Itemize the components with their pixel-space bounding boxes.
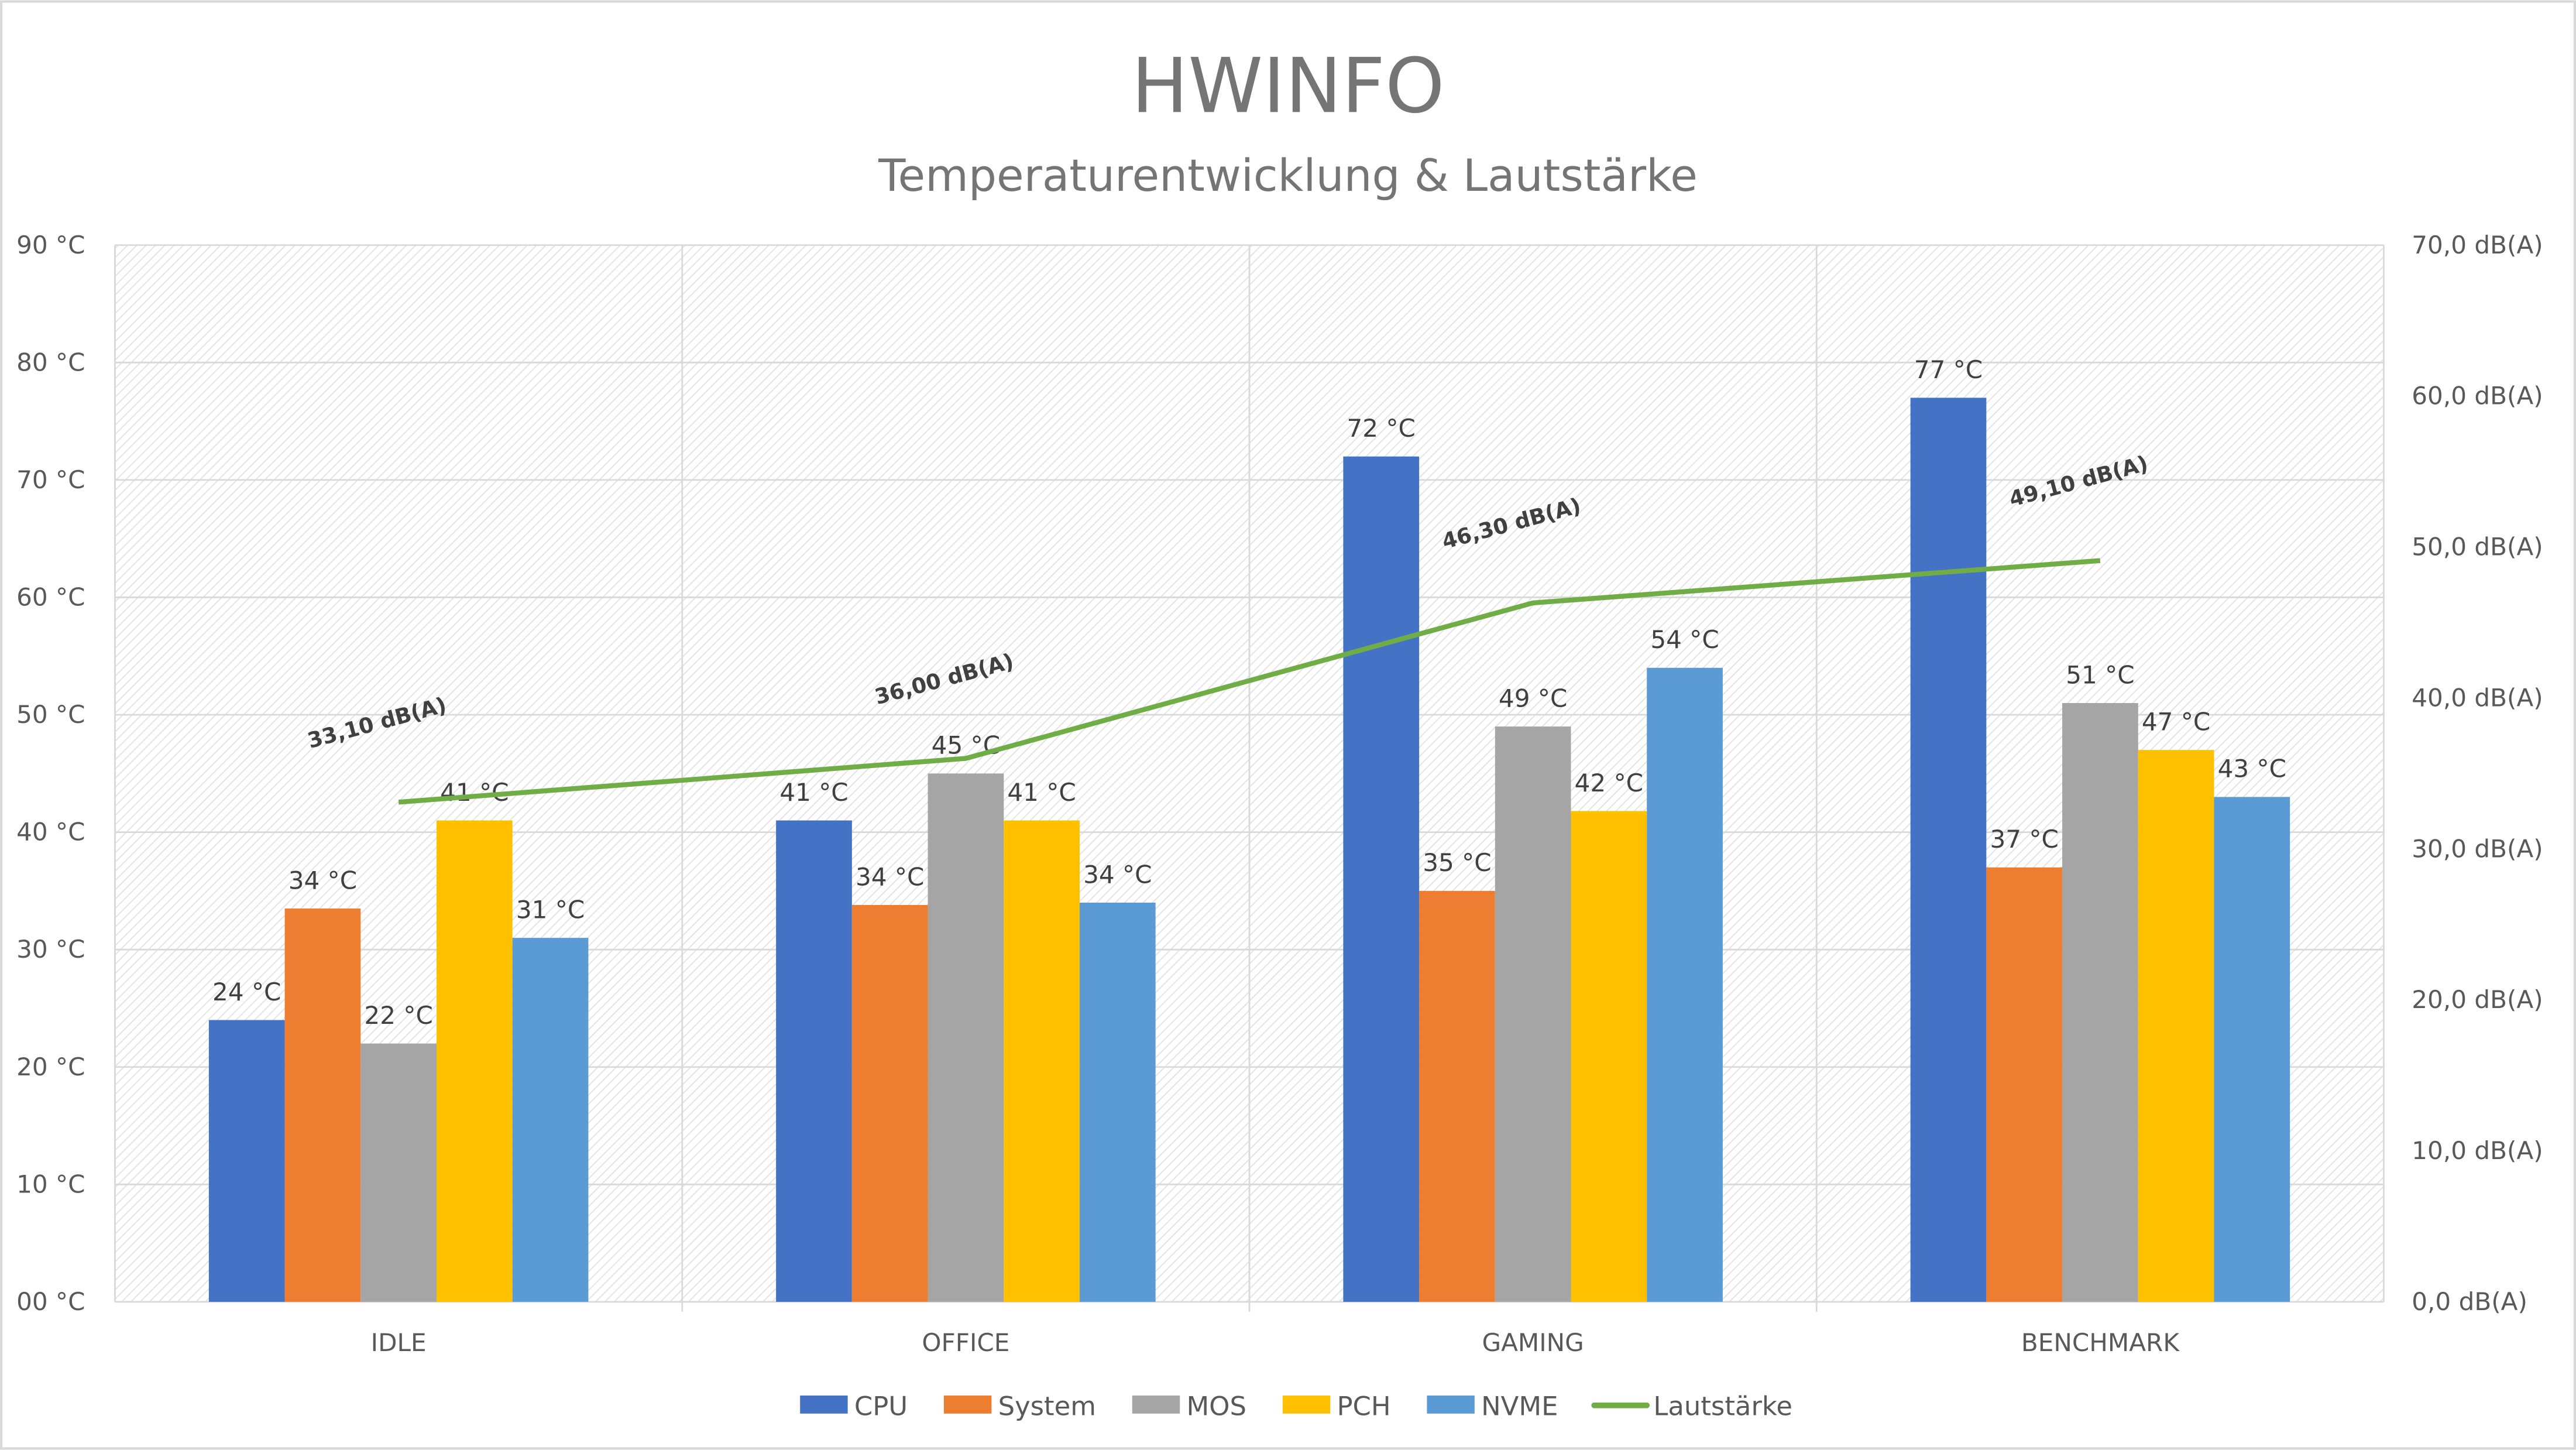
y-right-tick-label: 0,0 dB(A) [2412,1287,2527,1316]
legend-swatch-cpu [800,1395,848,1414]
legend-swatch-system [943,1395,992,1414]
bar-cpu [776,820,852,1302]
y-left-tick-label: 50 °C [16,700,85,729]
bar-data-label: 51 °C [2066,660,2134,689]
bar-mos [1495,726,1571,1302]
y-left-tick-label: 20 °C [16,1053,85,1081]
legend-swatch-nvme [1427,1395,1475,1414]
chart-subtitle: Temperaturentwicklung & Lautstärke [878,150,1698,201]
bar-data-label: 47 °C [2142,708,2210,736]
y-right-tick-label: 50,0 dB(A) [2412,533,2543,561]
bar-data-label: 37 °C [1990,825,2058,853]
y-left-tick-label: 40 °C [16,818,85,846]
bar-data-label: 45 °C [932,731,1000,760]
bar-cpu [1343,456,1420,1302]
bar-nvme [512,938,589,1302]
line-lautstaerke [398,558,2101,805]
y-left-tick-label: 00 °C [16,1287,85,1316]
legend-label: System [998,1391,1096,1422]
legend-label: Lautstärke [1653,1391,1792,1422]
x-category-label: OFFICE [922,1328,1009,1357]
legend-swatch-pch [1282,1395,1331,1414]
bar-mos [928,773,1004,1302]
bar-system [284,908,361,1302]
x-category-label: GAMING [1482,1328,1584,1357]
legend-label: NVME [1481,1391,1558,1422]
bar-pch [1004,820,1080,1302]
x-category-label: BENCHMARK [2021,1328,2180,1357]
legend-label: PCH [1337,1391,1390,1422]
bar-cpu [208,1020,285,1302]
bar-data-label: 41 °C [779,778,848,807]
bar-system [851,904,928,1302]
bar-system [1419,890,1495,1302]
y-right-tick-label: 10,0 dB(A) [2412,1136,2543,1165]
legend-label: MOS [1186,1391,1246,1422]
bar-data-label: 34 °C [1083,860,1152,889]
bar-pch [436,820,513,1302]
x-category-label: IDLE [371,1328,427,1357]
y-left-tick-label: 90 °C [16,231,85,259]
bar-data-label: 31 °C [516,895,585,924]
bar-data-label: 35 °C [1423,848,1491,877]
bar-data-label: 41 °C [1007,778,1076,807]
y-right-tick-label: 40,0 dB(A) [2412,683,2543,712]
bar-mos [360,1043,437,1302]
bar-mos [2062,702,2138,1302]
bar-data-label: 49 °C [1499,684,1567,712]
bar-pch [1571,811,1647,1302]
bar-data-label: 34 °C [288,866,357,894]
legend-swatch-mos [1132,1395,1180,1414]
bar-nvme [1079,902,1156,1302]
bar-data-label: 42 °C [1575,769,1643,797]
y-left-tick-label: 10 °C [16,1170,85,1198]
bar-data-label: 22 °C [364,1001,432,1030]
bar-nvme [2214,797,2290,1302]
y-left-tick-label: 70 °C [16,465,85,494]
y-right-tick-label: 20,0 dB(A) [2412,985,2543,1014]
y-left-tick-label: 30 °C [16,935,85,964]
y-right-tick-label: 70,0 dB(A) [2412,231,2543,259]
bar-cpu [1910,397,1987,1302]
bar-data-label: 72 °C [1347,414,1416,443]
y-right-tick-label: 30,0 dB(A) [2412,834,2543,863]
bar-nvme [1647,667,1723,1302]
bar-data-label: 34 °C [856,862,924,891]
bar-data-label: 24 °C [212,978,281,1006]
legend-label: CPU [854,1391,908,1422]
bar-pch [2138,750,2214,1302]
bar-data-label: 77 °C [1914,355,1983,384]
bar-data-label: 54 °C [1650,625,1719,654]
y-left-tick-label: 60 °C [16,582,85,611]
bar-data-label: 43 °C [2218,755,2286,783]
chart-title: HWINFO [1131,42,1444,130]
bar-system [1986,867,2063,1302]
y-right-tick-label: 60,0 dB(A) [2412,382,2543,410]
y-left-tick-label: 80 °C [16,348,85,376]
